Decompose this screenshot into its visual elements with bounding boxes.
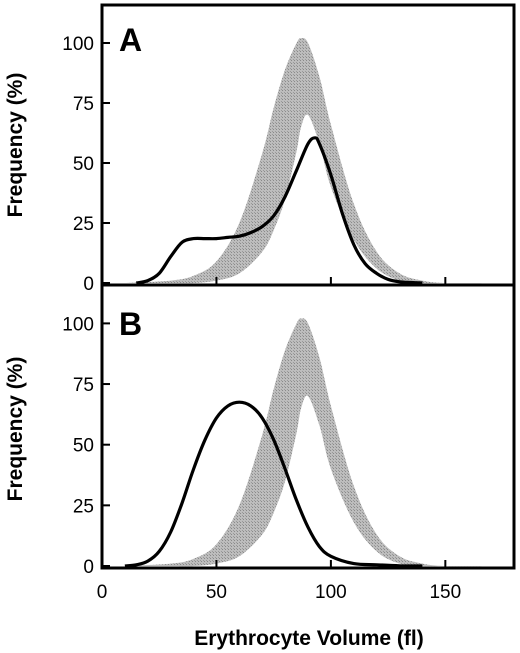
x-axis-title: Erythrocyte Volume (fl): [194, 627, 423, 650]
panel-a-chart: 0 25 50 75 100: [62, 34, 492, 295]
panel-b-y-tick-label: 75: [73, 375, 94, 396]
panel-b-y-tick-label: 50: [73, 436, 94, 457]
panel-b-series-0-line: [124, 400, 423, 568]
panel-a-y-tick-label: 25: [73, 214, 94, 235]
panel-a-series-0-line: [135, 136, 423, 285]
panel-a-letter: A: [119, 22, 142, 58]
panel-b-x-tick-label: 0: [97, 582, 108, 603]
panel-a-y-tick-label: 50: [73, 154, 94, 175]
panel-b-y-tick-label: 25: [73, 496, 94, 517]
panel-b-y-axis-title: Frequency (%): [4, 357, 27, 502]
panel-b-y-tick-label: 100: [62, 314, 94, 335]
panel-b-y-tick-label: 0: [83, 557, 94, 578]
panel-a-y-axis-title: Frequency (%): [4, 73, 27, 218]
panel-a-y-tick-label: 100: [62, 34, 94, 55]
panel-b-chart: 0 25 50 75 100 0 50 100 150: [62, 314, 492, 603]
panel-a-y-tick-label: 0: [83, 274, 94, 295]
panel-b-x-tick-label: 50: [206, 582, 227, 603]
panel-b-reference-band: [124, 318, 492, 567]
panel-a-reference-band: [124, 38, 492, 284]
panel-a-y-tick-label: 75: [73, 94, 94, 115]
panel-b-x-tick-label: 150: [429, 582, 461, 603]
panel-b-letter: B: [119, 306, 142, 342]
panel-b-x-tick-label: 100: [315, 582, 347, 603]
